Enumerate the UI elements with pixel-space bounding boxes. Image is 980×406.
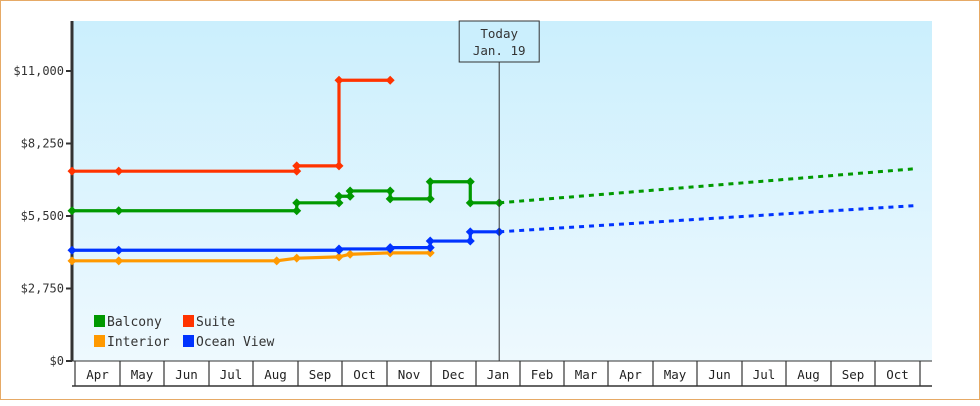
- data-point[interactable]: [292, 253, 302, 263]
- series-line: [72, 251, 431, 263]
- data-point[interactable]: [334, 244, 344, 254]
- y-tick-label: $2,750: [21, 282, 64, 296]
- data-point[interactable]: [425, 236, 435, 246]
- data-point[interactable]: [385, 194, 395, 204]
- legend-item-ocean-view[interactable]: Ocean View: [183, 335, 274, 350]
- x-axis: Apr May Jun Jul Aug Sep Oct Nov Dec Jan Feb Mar Apr M…: [72, 360, 932, 387]
- data-point[interactable]: [334, 191, 344, 201]
- data-point[interactable]: [114, 245, 124, 255]
- data-point[interactable]: [465, 236, 475, 246]
- data-point[interactable]: [425, 194, 435, 204]
- data-point[interactable]: [385, 75, 395, 85]
- data-point[interactable]: [425, 177, 435, 187]
- data-point[interactable]: [292, 161, 302, 171]
- legend-label: Balcony: [107, 315, 162, 330]
- series-layer: [67, 75, 918, 266]
- legend-item-balcony[interactable]: Balcony: [94, 315, 162, 330]
- x-tick-label: Feb: [531, 367, 554, 382]
- data-point[interactable]: [67, 245, 77, 255]
- x-tick-label: Apr: [86, 367, 109, 382]
- data-point[interactable]: [114, 166, 124, 176]
- data-point[interactable]: [345, 186, 355, 196]
- legend-swatch: [94, 335, 105, 347]
- data-point[interactable]: [292, 198, 302, 208]
- x-tick-label: Jul: [753, 367, 776, 382]
- plot-area: [72, 21, 932, 361]
- x-tick-label: Jun: [175, 367, 198, 382]
- today-label-box: [458, 20, 540, 63]
- data-point[interactable]: [67, 166, 77, 176]
- data-point[interactable]: [425, 243, 435, 253]
- today-date: Jan. 19: [473, 43, 526, 58]
- data-point[interactable]: [385, 243, 395, 253]
- data-point[interactable]: [292, 166, 302, 176]
- legend-label: Suite: [196, 315, 235, 330]
- series-ocean-view: [67, 203, 918, 255]
- x-tick-label: May: [664, 367, 687, 382]
- series-suite: [67, 75, 395, 176]
- y-tick-label: $5,500: [21, 209, 64, 223]
- legend-label: Ocean View: [196, 335, 274, 350]
- data-point[interactable]: [334, 198, 344, 208]
- data-point[interactable]: [67, 206, 77, 216]
- data-point[interactable]: [114, 256, 124, 266]
- legend-item-interior[interactable]: Interior: [94, 335, 170, 350]
- data-point[interactable]: [465, 177, 475, 187]
- series-balcony: [67, 167, 918, 216]
- legend-swatch: [183, 315, 194, 327]
- data-point[interactable]: [334, 75, 344, 85]
- data-point[interactable]: [114, 206, 124, 216]
- legend: Balcony Suite Interior Ocean View: [94, 315, 274, 350]
- x-tick-label: Jul: [220, 367, 243, 382]
- x-tick-label: Jun: [708, 367, 731, 382]
- x-tick-label: Dec: [442, 367, 465, 382]
- data-point[interactable]: [345, 191, 355, 201]
- today-marker: Today Jan. 19: [458, 20, 540, 361]
- data-point[interactable]: [334, 252, 344, 262]
- x-tick-label: Sep: [842, 367, 865, 382]
- x-tick-label: Mar: [575, 367, 598, 382]
- x-tick-label: Oct: [353, 367, 376, 382]
- x-tick-label: Apr: [619, 367, 642, 382]
- legend-label: Interior: [107, 335, 170, 350]
- y-tick-label: $11,000: [13, 64, 64, 78]
- x-tick-label: Jan: [487, 367, 510, 382]
- x-tick-label: Aug: [264, 367, 287, 382]
- data-point[interactable]: [345, 249, 355, 259]
- x-tick-label: May: [131, 367, 154, 382]
- data-point[interactable]: [465, 198, 475, 208]
- data-point[interactable]: [292, 206, 302, 216]
- legend-swatch: [94, 315, 105, 327]
- today-label: Today: [480, 26, 518, 41]
- legend-swatch: [183, 335, 194, 347]
- data-point[interactable]: [385, 186, 395, 196]
- data-point[interactable]: [425, 248, 435, 258]
- x-tick-label: Nov: [398, 367, 421, 382]
- y-axis: $0 $2,750 $5,500 $8,250 $11,000: [13, 21, 74, 368]
- y-tick-label: $0: [50, 354, 64, 368]
- legend-item-suite[interactable]: Suite: [183, 315, 235, 330]
- data-point[interactable]: [272, 256, 282, 266]
- data-point[interactable]: [334, 161, 344, 171]
- x-tick-label: Aug: [797, 367, 820, 382]
- y-tick-label: $8,250: [21, 137, 64, 151]
- x-tick-label: Sep: [309, 367, 332, 382]
- data-point[interactable]: [465, 227, 475, 237]
- data-point[interactable]: [67, 256, 77, 266]
- x-tick-label: Oct: [886, 367, 909, 382]
